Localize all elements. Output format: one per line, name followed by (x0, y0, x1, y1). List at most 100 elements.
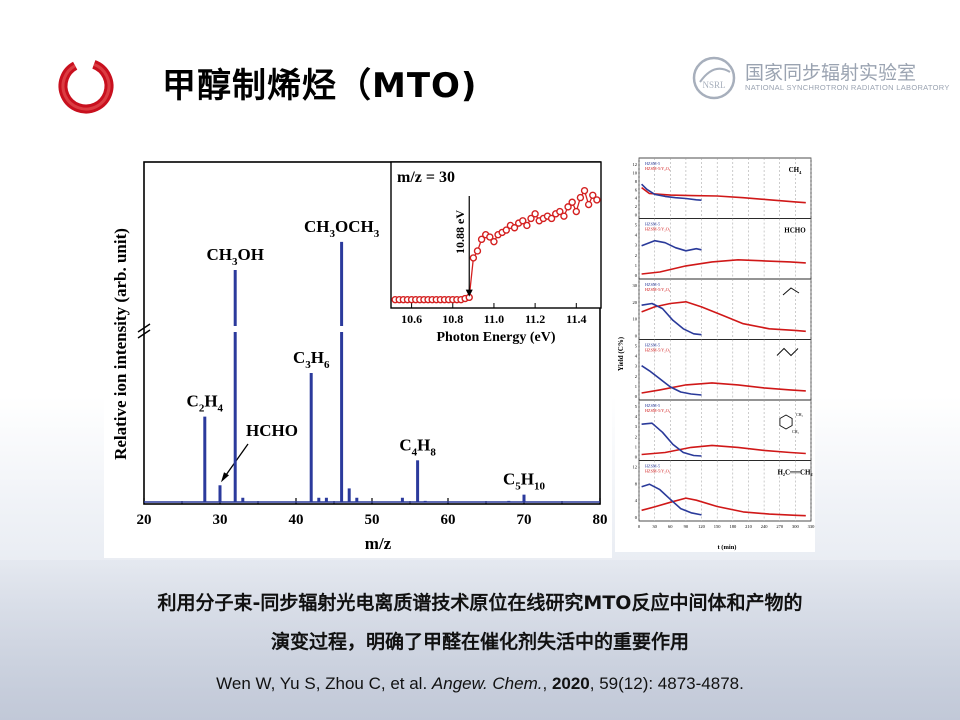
inset-data-point (572, 207, 580, 216)
reference-authors: Wen W, Yu S, Zhou C, et al. (216, 674, 432, 693)
yield-y-tick-label: 1 (635, 444, 637, 449)
inset-data-point (589, 191, 597, 199)
inset-data-point (531, 210, 539, 218)
inset-data-point (523, 221, 531, 230)
yield-y-tick-label: 8 (635, 179, 638, 184)
yield-y-tick-label: 4 (635, 498, 638, 503)
inset-data-point (584, 200, 593, 209)
reference-volume-pages: , 59(12): 4873-4878. (589, 674, 744, 693)
yield-x-tick-label: 150 (714, 524, 722, 529)
yield-x-tick-label: 300 (792, 524, 800, 529)
threshold-arrowhead (465, 289, 473, 297)
legend-hzsm5: HZSM-5 (645, 343, 660, 348)
yield-y-tick-label: 0 (635, 394, 638, 399)
spectrum-x-tick-label: 50 (365, 512, 380, 528)
yield-y-tick-label: 20 (633, 300, 638, 305)
yield-y-tick-label: 4 (635, 354, 638, 359)
legend-hzsm5-y2o3: HZSM-5/Y₂O₃ (645, 227, 671, 232)
yield-y-tick-label: 12 (633, 162, 638, 167)
lab-name-en: NATIONAL SYNCHROTRON RADIATION LABORATOR… (745, 83, 950, 92)
peak-break-gap (337, 326, 346, 332)
spectrum-x-axis-label: m/z (365, 534, 392, 553)
yield-y-tick-label: 3 (635, 424, 638, 429)
inset-data-point (469, 254, 478, 262)
inset-data-point (593, 196, 601, 204)
propylene-structure-icon (782, 287, 800, 296)
inset-x-tick-label: 10.8 (442, 312, 463, 326)
spectrum-x-tick-label: 40 (289, 512, 304, 528)
yield-x-tick-label: 60 (668, 524, 673, 529)
yield-series-hzsm5-y2o3 (641, 259, 806, 275)
axis-break-mark (137, 329, 151, 339)
peak-break-gap (231, 326, 240, 332)
spectrum-x-tick-label: 20 (137, 512, 152, 528)
xylene-structure-icon (779, 414, 793, 430)
yield-series-hzsm5 (641, 302, 702, 336)
yield-y-tick-label: 1 (635, 263, 637, 268)
legend-hzsm5-y2o3: HZSM-5/Y₂O₃ (645, 287, 671, 292)
inset-title: m/z = 30 (397, 169, 455, 186)
yield-series-hzsm5 (641, 239, 702, 252)
yield-series-hzsm5-y2o3 (641, 382, 806, 394)
yield-series-hzsm5-y2o3 (641, 186, 806, 204)
inset-data-point (560, 212, 568, 220)
yield-y-tick-label: 2 (635, 434, 637, 439)
inset-data-point (527, 214, 535, 223)
yield-y-tick-label: 0 (635, 515, 638, 520)
yield-y-tick-label: 5 (635, 404, 638, 409)
yield-y-tick-label: 30 (633, 283, 638, 288)
yield-y-tick-label: 8 (635, 481, 638, 486)
inset-data-point (564, 203, 572, 211)
spectrum-x-tick-label: 70 (517, 512, 532, 528)
yield-y-tick-label: 0 (635, 213, 638, 218)
xylene-substituent-label: CH₃ (792, 429, 800, 434)
legend-hzsm5-y2o3: HZSM-5/Y₂O₃ (645, 469, 671, 474)
yield-x-tick-label: 210 (745, 524, 753, 529)
yield-panel-label: CH4 (789, 166, 803, 175)
inset-x-tick-label: 11.0 (484, 312, 504, 326)
inset-x-axis-label: Photon Energy (eV) (437, 330, 556, 345)
spectrum-peak-label: C5H10 (503, 470, 546, 493)
yield-y-tick-label: 10 (633, 317, 638, 322)
yield-x-tick-label: 180 (729, 524, 737, 529)
caption-line-2: 演变过程，明确了甲醛在催化剂失活中的重要作用 (270, 631, 689, 653)
spectrum-x-tick-label: 60 (441, 512, 456, 528)
yield-series-hzsm5 (641, 365, 702, 396)
yield-series-hzsm5-y2o3 (641, 301, 806, 333)
yield-series-hzsm5 (641, 183, 702, 201)
yield-series-hzsm5 (641, 483, 702, 516)
inset-x-tick-label: 11.4 (566, 312, 586, 326)
nsrl-logo-icon: NSRL (692, 56, 736, 100)
yield-y-tick-label: 1 (635, 384, 637, 389)
legend-hzsm5: HZSM-5 (645, 222, 660, 227)
spectrum-peak-label: C2H4 (187, 392, 224, 415)
xylene-substituent-label: CH₃ (796, 412, 804, 417)
reference-citation: Wen W, Yu S, Zhou C, et al. Angew. Chem.… (0, 674, 960, 694)
yield-y-tick-label: 0 (635, 334, 638, 339)
spectrum-x-tick-label: 80 (593, 512, 608, 528)
spectrum-peak-label: CH3OH (206, 245, 263, 268)
mass-spectrum-chart: 20 30 40 50 60 70 80 C2H4 HCHO CH3OH C3H6 CH3OCH3 C… (111, 161, 608, 553)
legend-hzsm5: HZSM-5 (645, 161, 660, 166)
inset-x-tick-label: 11.2 (525, 312, 545, 326)
inset-data-point (490, 237, 498, 246)
inset-data-point (510, 224, 519, 232)
spectrum-peak-label: HCHO (246, 421, 298, 440)
spectrum-peak-label: C3H6 (293, 348, 330, 371)
caption-line-1: 利用分子束-同步辐射光电离质谱技术原位在线研究MTO反应中间体和产物的 (157, 592, 803, 614)
reference-separator: , (542, 674, 552, 693)
yield-x-tick-label: 90 (684, 524, 689, 529)
yield-panel-label: H₂C══CH₂ (777, 469, 812, 477)
yield-series-hzsm5-y2o3 (641, 444, 806, 456)
yield-y-tick-label: 2 (635, 204, 637, 209)
legend-hzsm5-y2o3: HZSM-5/Y₂O₃ (645, 166, 671, 171)
inset-data-point (486, 233, 494, 241)
yield-panel-label: HCHO (784, 227, 806, 235)
legend-hzsm5: HZSM-5 (645, 282, 660, 287)
lab-name-cn: 国家同步辐射实验室 (745, 62, 917, 84)
nsrl-logo-text: NSRL (702, 80, 725, 90)
yield-panel-frame (638, 460, 812, 522)
yield-time-figure: 0 2 4 6 8 10 12 HZSM-5 HZSM-5/Y₂O₃ CH4 0 1 2 3 4 5 HZSM-… (615, 154, 815, 552)
yield-y-tick-label: 3 (635, 364, 638, 369)
yield-y-tick-label: 4 (635, 414, 638, 419)
